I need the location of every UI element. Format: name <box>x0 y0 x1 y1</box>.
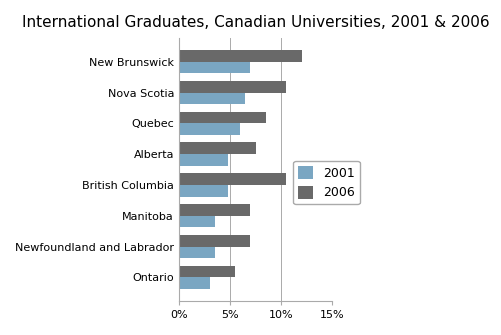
Bar <box>178 216 214 227</box>
Bar <box>178 185 227 197</box>
Bar <box>178 277 209 289</box>
Bar <box>178 62 250 73</box>
Bar <box>178 154 227 166</box>
Bar <box>178 247 214 258</box>
Bar <box>178 235 250 247</box>
Bar <box>178 92 245 104</box>
Legend: 2001, 2006: 2001, 2006 <box>293 161 359 204</box>
Title: International Graduates, Canadian Universities, 2001 & 2006: International Graduates, Canadian Univer… <box>22 15 488 30</box>
Bar <box>178 142 255 154</box>
Bar <box>178 204 250 216</box>
Bar <box>178 266 234 277</box>
Bar <box>178 123 240 135</box>
Bar <box>178 173 286 185</box>
Bar <box>178 112 266 123</box>
Bar <box>178 81 286 92</box>
Bar <box>178 50 301 62</box>
